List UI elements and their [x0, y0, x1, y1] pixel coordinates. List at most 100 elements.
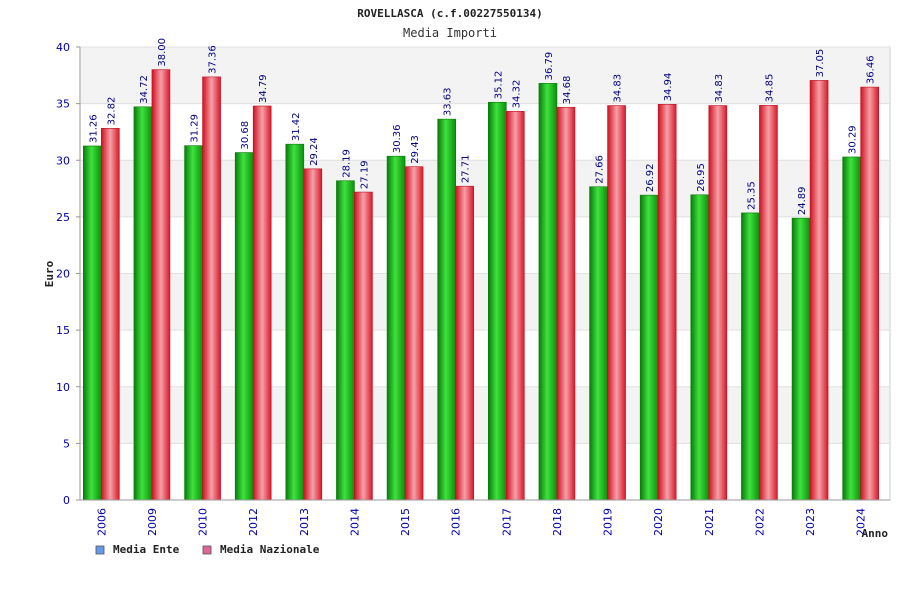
- y-tick-label: 20: [56, 268, 70, 281]
- bar-media-nazionale-2018: [556, 106, 576, 501]
- bars: [83, 69, 879, 501]
- bar-media-ente-2015: [386, 155, 406, 501]
- data-label-media-ente-2012: 30.68: [240, 121, 251, 150]
- data-label-media-nazionale-2020: 34.94: [663, 73, 674, 102]
- bar-media-nazionale-2020: [657, 104, 677, 501]
- data-label-media-nazionale-2012: 34.79: [258, 74, 269, 103]
- x-tick-label-2023: 2023: [804, 508, 817, 536]
- x-tick-label-2015: 2015: [399, 508, 412, 536]
- data-label-media-ente-2023: 24.89: [797, 186, 808, 215]
- legend-label-media-nazionale: Media Nazionale: [220, 543, 320, 556]
- y-tick-label: 25: [56, 211, 70, 224]
- data-label-media-nazionale-2006: 32.82: [106, 97, 117, 126]
- data-label-media-ente-2020: 26.92: [645, 163, 656, 192]
- x-tick-label-2022: 2022: [753, 508, 766, 536]
- data-label-media-nazionale-2009: 38.00: [157, 38, 168, 67]
- data-label-media-nazionale-2010: 37.36: [208, 45, 219, 74]
- data-label-media-ente-2024: 30.29: [848, 125, 859, 154]
- data-label-media-nazionale-2023: 37.05: [815, 49, 826, 78]
- x-tick-label-2014: 2014: [348, 508, 361, 536]
- bar-media-nazionale-2024: [860, 86, 879, 501]
- data-label-media-ente-2016: 33.63: [443, 87, 454, 116]
- bar-media-ente-2012: [234, 152, 254, 501]
- data-label-media-ente-2017: 35.12: [493, 71, 504, 100]
- y-tick-label: 0: [63, 494, 70, 507]
- legend-label-media-ente: Media Ente: [113, 543, 180, 556]
- bar-media-nazionale-2017: [506, 111, 525, 501]
- data-label-media-nazionale-2021: 34.83: [714, 74, 725, 103]
- data-label-media-ente-2018: 36.79: [544, 52, 555, 81]
- bar-media-nazionale-2019: [607, 105, 626, 501]
- y-tick-label: 40: [56, 41, 70, 54]
- y-tick-label: 35: [56, 98, 70, 111]
- bar-media-nazionale-2023: [809, 80, 829, 501]
- y-tick-label: 5: [63, 437, 70, 450]
- y-tick-label: 15: [56, 324, 70, 337]
- bar-media-ente-2023: [791, 217, 811, 501]
- x-tick-label-2006: 2006: [95, 508, 108, 536]
- x-tick-label-2016: 2016: [450, 508, 463, 536]
- bar-media-ente-2019: [589, 186, 608, 501]
- bar-media-nazionale-2010: [202, 76, 221, 501]
- x-axis-title: Anno: [862, 527, 889, 540]
- x-tick-label-2024: 2024: [855, 508, 868, 536]
- bar-media-ente-2024: [842, 156, 861, 501]
- bar-media-ente-2010: [184, 145, 203, 501]
- data-label-media-nazionale-2018: 34.68: [562, 76, 573, 105]
- x-tick-label-2009: 2009: [146, 508, 159, 536]
- y-tick-label: 30: [56, 154, 70, 167]
- bar-media-nazionale-2013: [303, 168, 323, 501]
- data-label-media-ente-2021: 26.95: [696, 163, 707, 192]
- bar-media-ente-2021: [690, 194, 710, 501]
- bar-media-nazionale-2014: [354, 191, 373, 501]
- bar-media-nazionale-2009: [151, 69, 171, 501]
- legend-swatch-media-nazionale: [202, 545, 212, 555]
- y-tick-labels: 0 5 10 15 20 25 30 35 40: [56, 41, 70, 507]
- bar-media-ente-2018: [538, 83, 558, 501]
- bar-media-ente-2014: [336, 180, 355, 501]
- chart-title: ROVELLASCA (c.f.00227550134): [357, 7, 542, 20]
- bar-media-nazionale-2022: [759, 105, 778, 501]
- bar-media-ente-2006: [83, 145, 102, 501]
- data-label-media-nazionale-2017: 34.32: [511, 80, 522, 109]
- data-label-media-ente-2010: 31.29: [190, 114, 201, 143]
- bar-media-ente-2017: [488, 101, 507, 501]
- bar-media-ente-2009: [133, 106, 153, 501]
- data-label-media-ente-2015: 30.36: [392, 125, 403, 154]
- data-label-media-nazionale-2019: 34.83: [613, 74, 624, 103]
- data-label-media-ente-2009: 34.72: [139, 75, 150, 104]
- data-label-media-nazionale-2022: 34.85: [764, 74, 775, 103]
- data-labels: 31.26 32.82 34.72 38.00 31.29 37.36 30.68 34.79…: [88, 38, 876, 215]
- x-tick-label-2019: 2019: [602, 508, 615, 536]
- data-label-media-nazionale-2015: 29.43: [410, 135, 421, 164]
- bar-media-ente-2020: [639, 194, 659, 501]
- data-label-media-ente-2022: 25.35: [746, 181, 757, 210]
- data-label-media-ente-2019: 27.66: [595, 155, 606, 184]
- data-label-media-ente-2013: 31.42: [291, 113, 302, 142]
- y-tick-label: 10: [56, 381, 70, 394]
- x-tick-label-2020: 2020: [652, 508, 665, 536]
- bar-media-nazionale-2016: [455, 185, 474, 501]
- x-tick-label-2017: 2017: [500, 508, 513, 536]
- x-tick-label-2013: 2013: [298, 508, 311, 536]
- legend: Media Ente Media Nazionale: [95, 543, 320, 556]
- y-axis-title: Euro: [43, 260, 56, 287]
- x-tick-label-2021: 2021: [703, 508, 716, 536]
- legend-swatch-media-ente: [95, 545, 105, 555]
- x-tick-label-2012: 2012: [247, 508, 260, 536]
- data-label-media-nazionale-2013: 29.24: [309, 137, 320, 166]
- bar-media-nazionale-2015: [404, 166, 424, 501]
- bar-media-nazionale-2006: [101, 128, 120, 501]
- chart-subtitle: Media Importi: [403, 26, 497, 40]
- x-tick-label-2018: 2018: [551, 508, 564, 536]
- data-label-media-nazionale-2016: 27.71: [461, 155, 472, 184]
- data-label-media-ente-2006: 31.26: [88, 114, 99, 143]
- data-label-media-nazionale-2014: 27.19: [359, 160, 370, 189]
- bar-media-ente-2022: [741, 212, 760, 501]
- x-tick-labels: 2006 2009 2010 2012 2013 2014 2015 2016 2017 2018…: [95, 508, 867, 536]
- bar-media-ente-2016: [437, 118, 456, 501]
- data-label-media-nazionale-2024: 36.46: [866, 55, 877, 84]
- axes: [79, 47, 890, 501]
- data-label-media-ente-2014: 28.19: [341, 149, 352, 178]
